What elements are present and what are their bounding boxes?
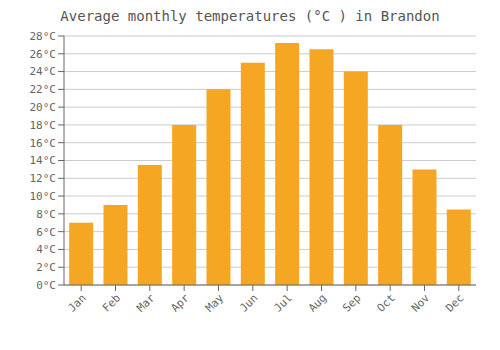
svg-text:Sep: Sep (340, 291, 363, 314)
svg-text:Apr: Apr (169, 291, 193, 315)
svg-text:May: May (203, 291, 227, 315)
svg-text:Jun: Jun (237, 291, 260, 314)
svg-text:24°C: 24°C (30, 65, 57, 78)
svg-text:20°C: 20°C (30, 101, 57, 114)
svg-text:2°C: 2°C (36, 261, 56, 274)
svg-text:Feb: Feb (100, 291, 123, 314)
svg-text:26°C: 26°C (30, 48, 57, 61)
svg-text:22°C: 22°C (30, 83, 57, 96)
svg-text:8°C: 8°C (36, 208, 56, 221)
svg-text:Mar: Mar (134, 291, 158, 315)
svg-text:Jul: Jul (272, 291, 295, 314)
svg-text:6°C: 6°C (36, 226, 56, 239)
svg-text:12°C: 12°C (30, 172, 57, 185)
svg-text:16°C: 16°C (30, 137, 57, 150)
svg-text:0°C: 0°C (36, 279, 56, 292)
svg-text:Oct: Oct (375, 291, 398, 314)
svg-text:Jan: Jan (66, 291, 89, 314)
svg-text:Nov: Nov (409, 291, 433, 315)
svg-text:28°C: 28°C (30, 30, 57, 43)
svg-text:10°C: 10°C (30, 190, 57, 203)
svg-text:Dec: Dec (443, 291, 466, 314)
html-text:Average monthly temperatures (: Average monthly temperatures (°C ) in Br… (60, 8, 440, 24)
svg-text:Aug: Aug (306, 291, 329, 314)
svg-text:14°C: 14°C (30, 154, 57, 167)
svg-text:18°C: 18°C (30, 119, 57, 132)
svg-text:4°C: 4°C (36, 243, 56, 256)
